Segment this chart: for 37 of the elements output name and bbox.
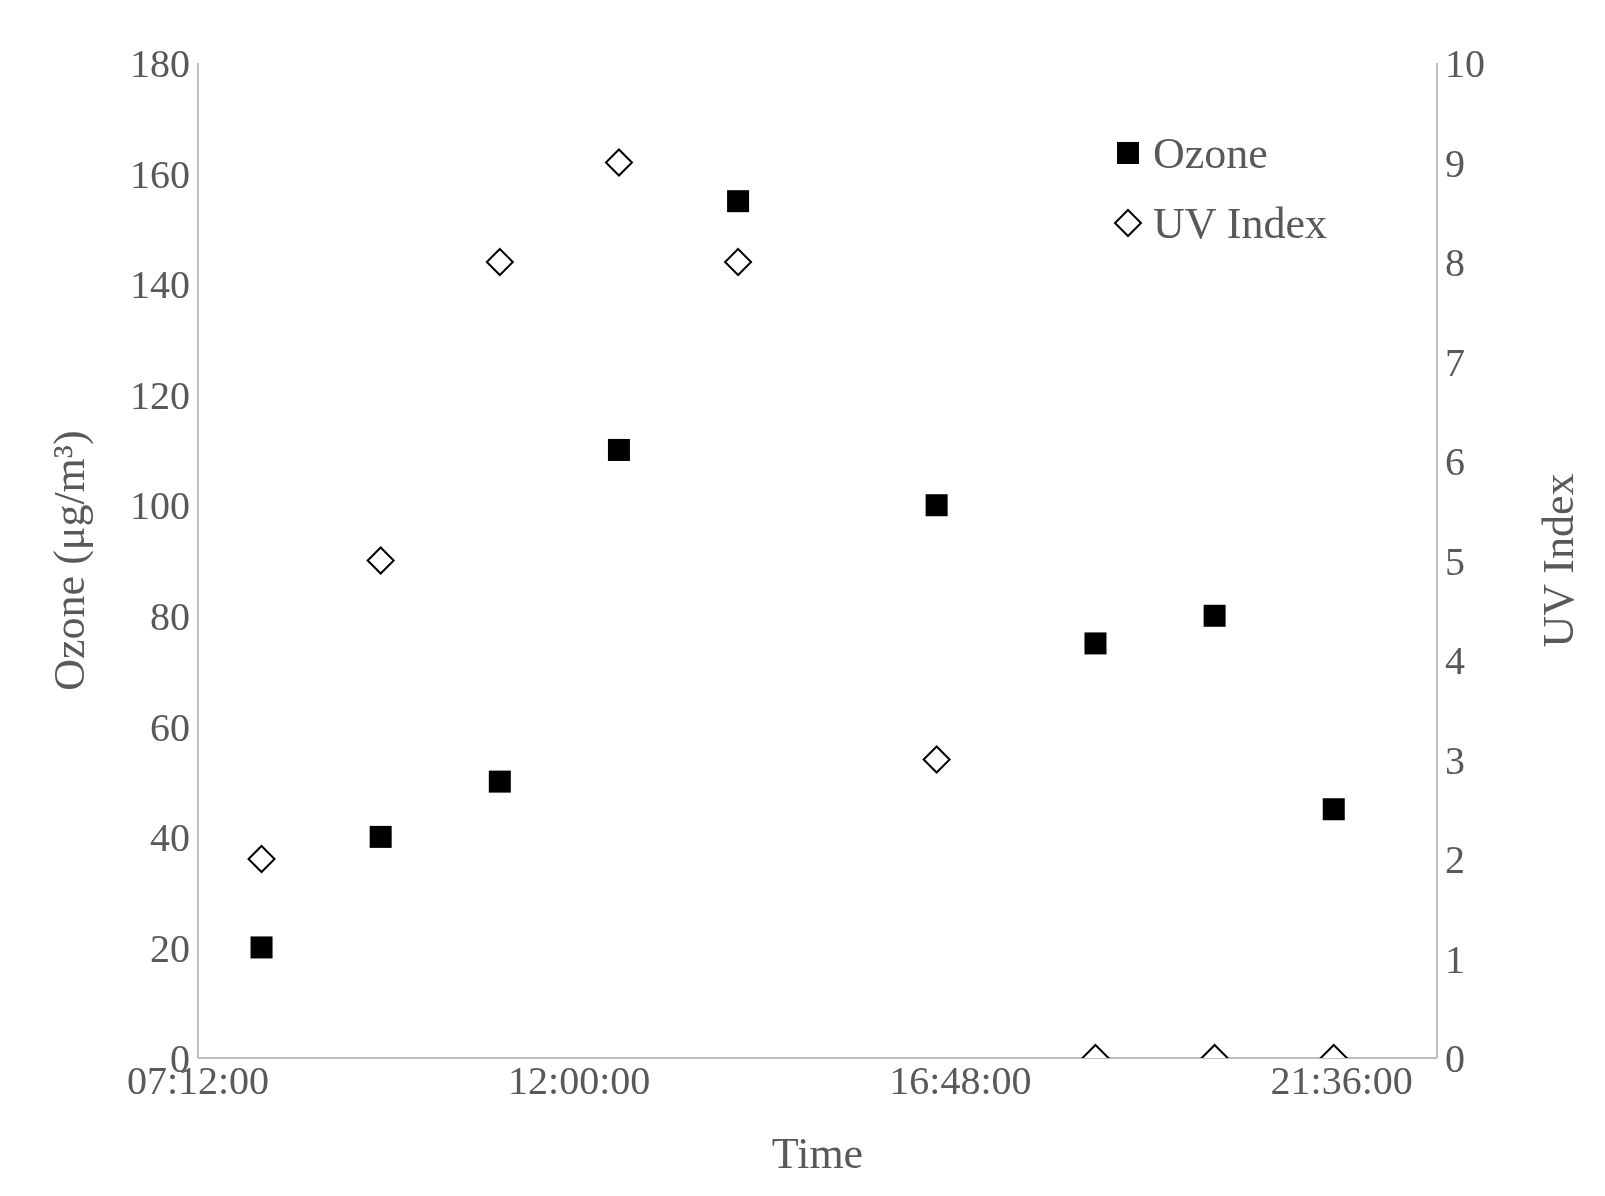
point — [369, 825, 392, 848]
y-tick-label: 160 — [130, 151, 190, 197]
y2-tick-label: 10 — [1445, 41, 1485, 87]
y2-tick-label: 9 — [1445, 140, 1465, 186]
point — [488, 770, 511, 793]
point — [250, 936, 273, 959]
y2-tick-label: 1 — [1445, 936, 1465, 982]
point — [925, 494, 948, 517]
legend-label: UV Index — [1153, 197, 1327, 249]
y2-tick-label: 4 — [1445, 638, 1465, 684]
x-tick-label: 12:00:00 — [508, 1058, 651, 1104]
y-tick-label: 140 — [130, 262, 190, 308]
x-axis-title: Time — [771, 1129, 864, 1178]
point — [1084, 632, 1107, 655]
y-tick-label: 40 — [150, 815, 190, 861]
y-tick-label: 100 — [130, 483, 190, 529]
y2-tick-label: 8 — [1445, 240, 1465, 286]
point — [1203, 604, 1226, 627]
y2-axis-title: UV Index — [1533, 473, 1583, 648]
y2-tick-label: 2 — [1445, 837, 1465, 883]
y-axis-title: Ozone (μg/m³) — [44, 430, 94, 691]
y-tick-label: 180 — [130, 41, 190, 87]
y2-tick-label: 3 — [1445, 737, 1465, 783]
y2-tick-label: 0 — [1445, 1036, 1465, 1082]
x-tick-label: 21:36:00 — [1270, 1058, 1413, 1104]
y2-tick-label: 5 — [1445, 538, 1465, 584]
legend-label: Ozone — [1153, 127, 1268, 179]
y-tick-label: 120 — [130, 372, 190, 418]
y-tick-label: 80 — [150, 593, 190, 639]
y2-tick-label: 6 — [1445, 439, 1465, 485]
y2-tick-label: 7 — [1445, 339, 1465, 385]
y-tick-label: 20 — [150, 925, 190, 971]
point — [1322, 798, 1345, 821]
point — [607, 438, 630, 461]
y-tick-label: 60 — [150, 704, 190, 750]
x-tick-label: 16:48:00 — [889, 1058, 1032, 1104]
point — [727, 190, 750, 213]
